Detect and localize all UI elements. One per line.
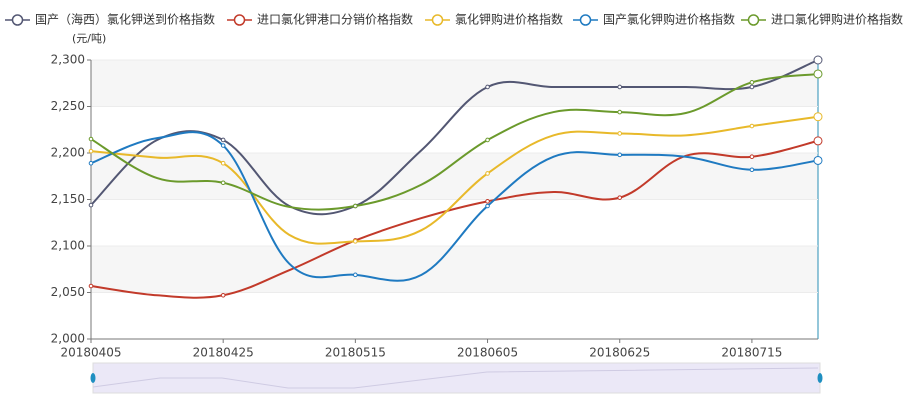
series-line (90, 139, 819, 299)
data-point (353, 203, 358, 209)
grid-band (91, 60, 818, 107)
x-tick-label: 20180515 (325, 346, 386, 360)
grid-band (91, 153, 818, 200)
data-point (485, 171, 490, 176)
data-point (88, 202, 94, 208)
data-point (220, 160, 226, 166)
data-point (749, 167, 755, 173)
data-point (813, 112, 823, 122)
data-point (617, 109, 623, 115)
legend-label: 氯化钾购进价格指数 (455, 12, 563, 27)
legend-label: 进口氯化钾购进价格指数 (771, 12, 903, 27)
y-tick-label: 2,050 (51, 285, 85, 299)
legend-icon (747, 14, 760, 26)
legend-label: 国产氯化钾购进价格指数 (603, 12, 735, 27)
data-point (617, 84, 623, 90)
legend-label: 国产（海西）氯化钾送到价格指数 (35, 12, 215, 27)
data-point (220, 137, 226, 143)
data-point (749, 80, 755, 85)
data-point (813, 136, 823, 146)
data-point (485, 137, 490, 143)
data-point (88, 283, 94, 289)
data-point (617, 152, 623, 158)
data-point (749, 123, 755, 129)
data-point (617, 195, 623, 200)
x-tick-label: 20180625 (589, 346, 650, 360)
zoom-preview (92, 367, 819, 389)
x-tick-label: 20180425 (193, 346, 254, 360)
legend-icon (579, 14, 592, 26)
data-point (220, 180, 226, 186)
data-point (813, 69, 823, 79)
series-line (90, 72, 819, 211)
grid-band (91, 199, 818, 246)
x-tick-label: 20180715 (721, 346, 782, 360)
data-point (220, 292, 226, 298)
data-point (88, 136, 94, 142)
data-point (813, 155, 823, 165)
y-tick-label: 2,150 (51, 192, 85, 206)
plot-background (91, 60, 818, 339)
data-point (88, 148, 94, 154)
y-tick-label: 2,300 (51, 53, 85, 67)
grid-band (91, 292, 818, 339)
data-point (485, 203, 490, 209)
data-point (749, 84, 755, 90)
y-axis-unit: (元/吨) (72, 32, 106, 45)
x-tick-label: 20180405 (60, 346, 121, 360)
legend-label: 进口氯化钾港口分销价格指数 (257, 12, 413, 27)
data-point (813, 55, 823, 65)
x-tick-label: 20180605 (457, 346, 518, 360)
zoom-handle[interactable] (90, 373, 96, 383)
zoom-handle[interactable] (817, 373, 823, 383)
data-point (485, 199, 490, 204)
data-point (749, 154, 755, 160)
y-tick-label: 2,000 (51, 332, 85, 346)
y-tick-label: 2,250 (51, 99, 85, 113)
legend-icon (233, 14, 246, 26)
y-tick-label: 2,100 (51, 239, 85, 253)
data-point (617, 131, 623, 136)
data-point (220, 143, 226, 148)
legend-icon (11, 14, 24, 26)
data-point (88, 160, 94, 166)
grid-band (91, 246, 818, 293)
series-line (90, 115, 819, 245)
data-point (353, 239, 358, 244)
series-line (90, 59, 819, 216)
legend-icon (431, 14, 444, 26)
y-tick-label: 2,200 (51, 146, 85, 160)
data-point (353, 272, 358, 278)
data-point (485, 84, 490, 90)
